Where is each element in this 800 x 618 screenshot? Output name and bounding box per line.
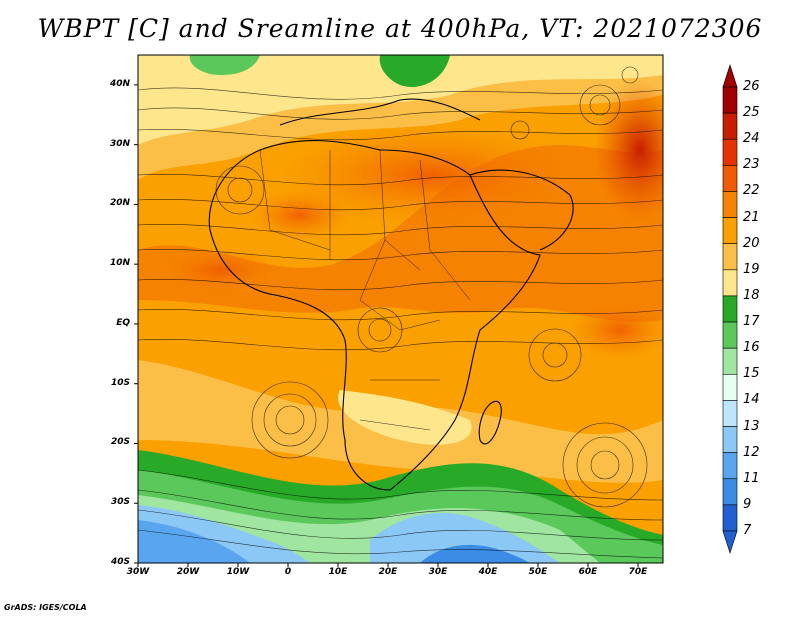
colorbar-bottom-arrow	[722, 530, 738, 554]
colorbar-swatch	[722, 321, 738, 349]
lon-tick-label: 40E	[478, 567, 498, 577]
colorbar-label: 9	[743, 496, 752, 512]
streamlines	[138, 66, 663, 559]
lat-tick-label: 20N	[109, 198, 130, 209]
map-title: WBPT [C] and Sreamline at 400hPa, VT: 20…	[37, 14, 763, 43]
lon-tick-label: 20E	[378, 567, 398, 577]
country-borders	[259, 149, 471, 431]
colorbar-label: 12	[743, 444, 760, 460]
colorbar-label: 23	[743, 157, 760, 173]
colorbar-swatch	[722, 452, 738, 480]
colorbar-swatch	[722, 86, 738, 114]
lat-tick-label: 30N	[109, 138, 130, 149]
colorbar-swatch	[722, 269, 738, 297]
colorbar-swatch	[722, 504, 738, 532]
tick-marks	[134, 84, 639, 567]
colorbar-label: 17	[743, 314, 760, 330]
colorbar-label: 24	[743, 131, 760, 147]
colorbar-swatch	[722, 373, 738, 401]
temperature-field	[138, 55, 663, 563]
grads-credit: GrADS: IGES/COLA	[4, 603, 87, 612]
colorbar-label: 21	[743, 209, 760, 225]
colorbar-top-arrow	[722, 64, 738, 88]
colorbar-swatch	[722, 112, 738, 140]
colorbar-label: 19	[743, 261, 760, 277]
colorbar-label: 14	[743, 392, 760, 408]
lon-tick-label: 50E	[528, 567, 548, 577]
colorbar-label: 11	[743, 470, 760, 486]
colorbar-swatch	[722, 295, 738, 323]
lat-tick-label: EQ	[116, 317, 130, 328]
lon-tick-label: 0	[284, 567, 292, 577]
lat-tick-label: 10N	[109, 258, 130, 269]
lon-tick-label: 10E	[328, 567, 348, 577]
lon-tick-label: 30W	[126, 567, 150, 577]
colorbar-swatch	[722, 165, 738, 192]
colorbar-swatch	[722, 191, 738, 218]
colorbar-label: 13	[743, 418, 760, 434]
colorbar-label: 18	[743, 287, 760, 303]
lat-tick-label: 30S	[110, 497, 130, 508]
lat-tick-label: 20S	[110, 437, 130, 448]
lon-tick-label: 60E	[578, 567, 598, 577]
lat-tick-label: 10S	[110, 377, 130, 388]
lon-tick-label: 20W	[176, 567, 200, 577]
colorbar-label: 20	[743, 235, 760, 251]
colorbar-label: 25	[743, 105, 760, 121]
colorbar-label: 22	[743, 183, 760, 199]
colorbar-swatch	[722, 426, 738, 453]
colorbar-swatch	[722, 347, 738, 375]
lat-tick-label: 40S	[110, 557, 130, 567]
coastlines	[208, 98, 574, 491]
plot-border	[137, 54, 664, 564]
colorbar-swatch	[722, 138, 738, 166]
colorbar-swatch	[722, 400, 738, 427]
lon-tick-label: 10W	[226, 567, 250, 577]
lon-tick-label: 30E	[428, 567, 448, 577]
colorbar-swatch	[722, 217, 738, 245]
colorbar-label: 26	[743, 79, 760, 94]
colorbar-label: 16	[743, 340, 760, 356]
colorbar-label: 15	[743, 366, 760, 382]
colorbar-swatch	[722, 243, 738, 271]
lat-tick-label: 40N	[109, 78, 130, 89]
field-green-north	[189, 55, 260, 76]
lon-tick-label: 70E	[628, 567, 648, 577]
colorbar-label: 7	[743, 523, 752, 538]
colorbar-swatch	[722, 478, 738, 506]
colorbar	[722, 64, 738, 554]
